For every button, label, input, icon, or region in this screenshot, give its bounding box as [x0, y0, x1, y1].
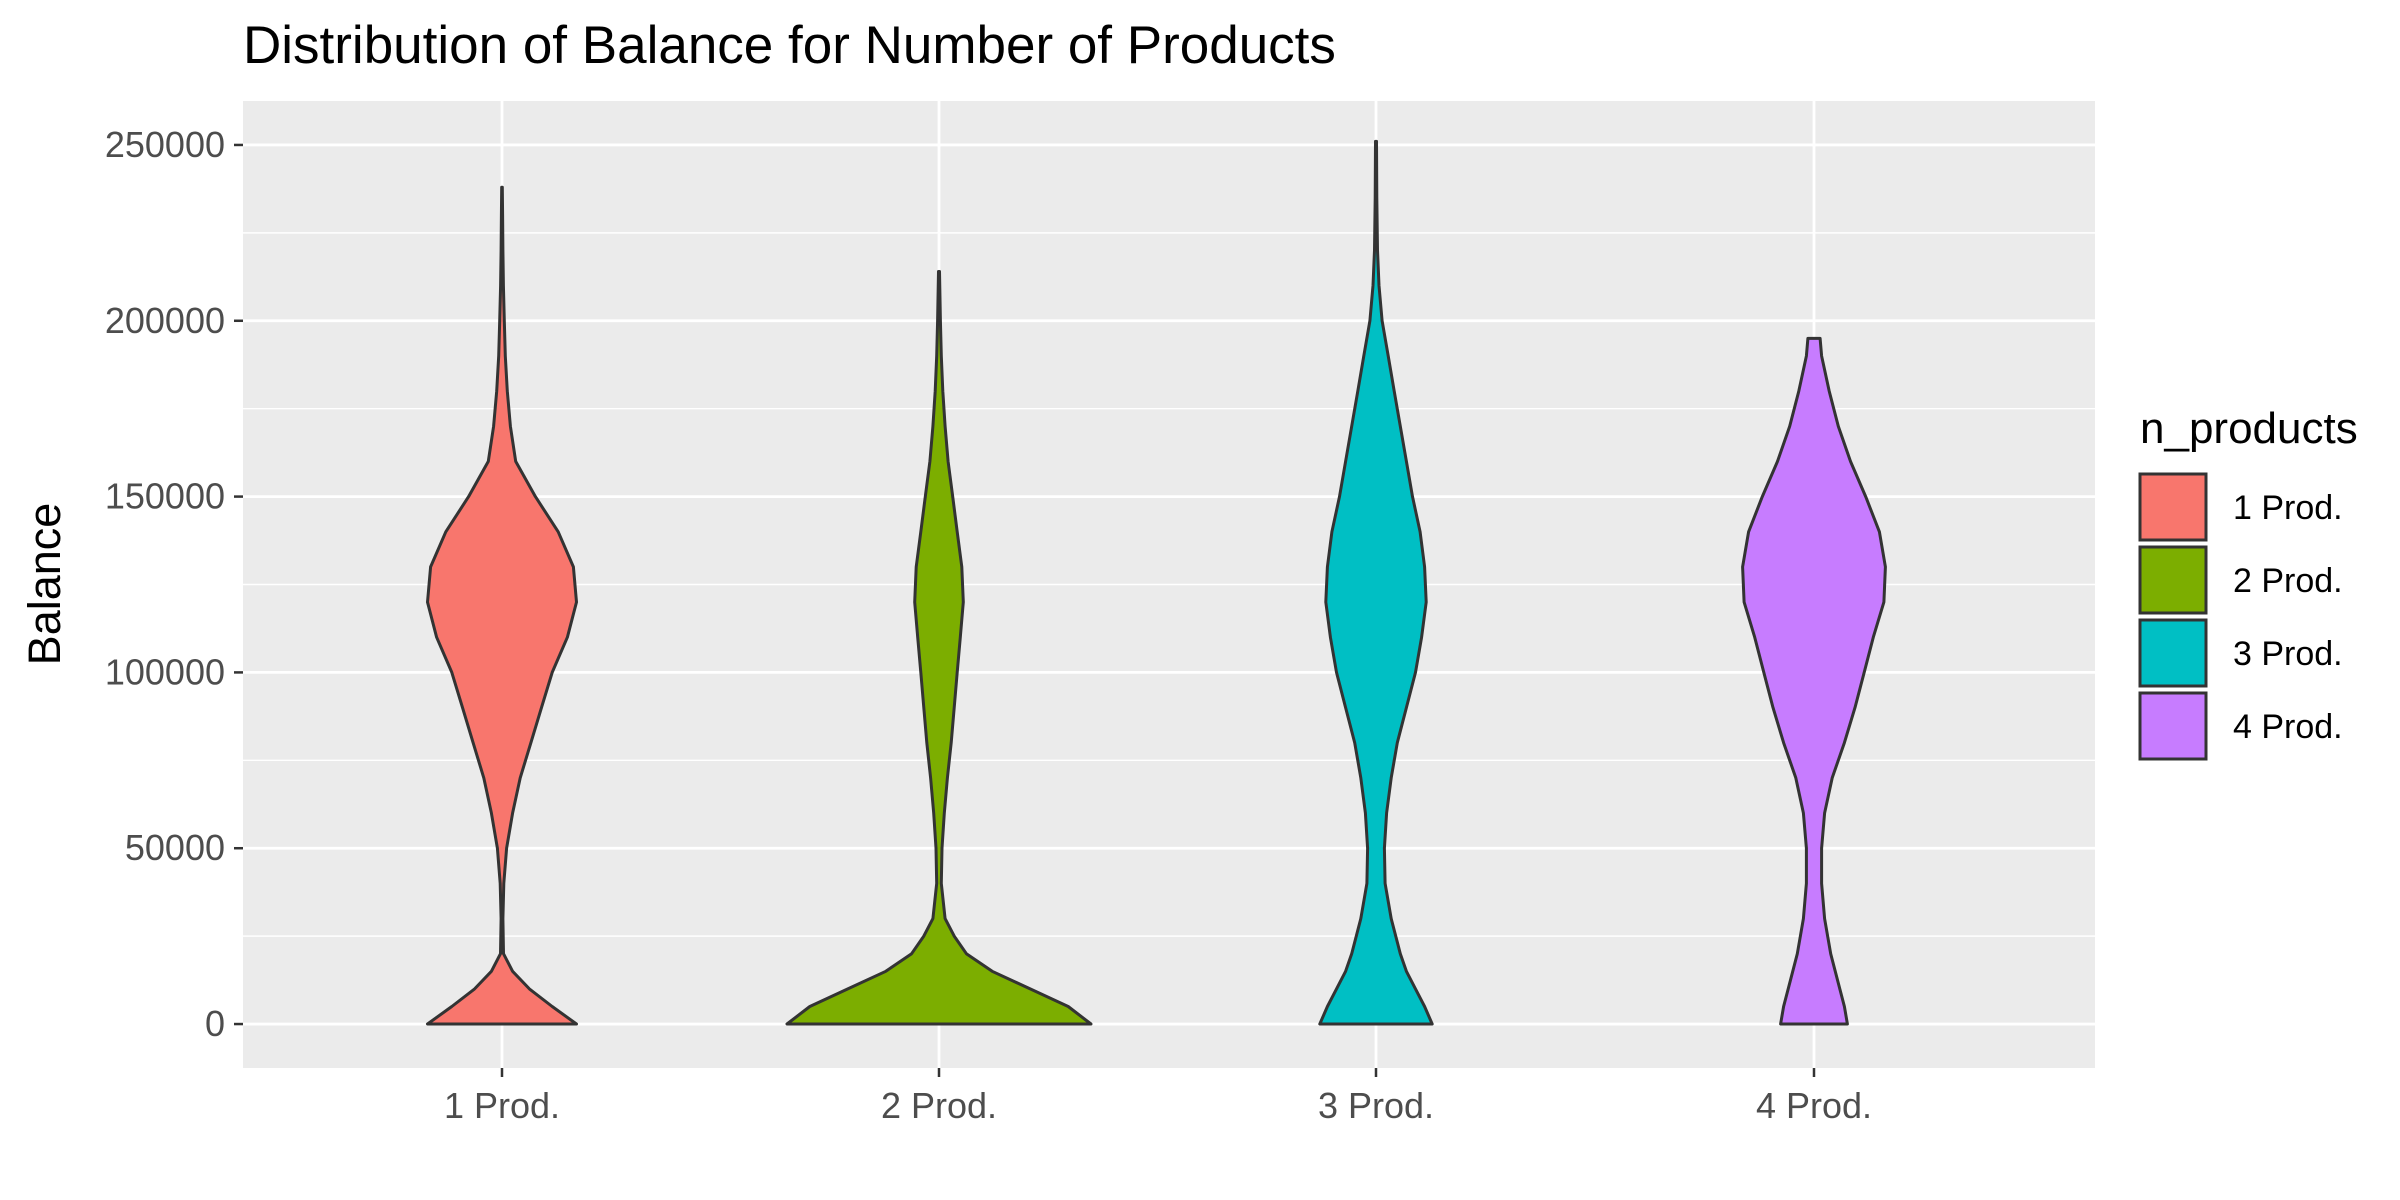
legend-items: 1 Prod. 2 Prod. 3 Prod. 4 Prod.	[2138, 472, 2343, 761]
y-axis-label: Balance	[19, 503, 70, 666]
x-axis: 1 Prod. 2 Prod. 3 Prod. 4 Prod.	[444, 1068, 1872, 1126]
legend-label-1: 1 Prod.	[2233, 489, 2343, 527]
legend-label-2: 2 Prod.	[2233, 562, 2343, 600]
legend: n_products 1 Prod. 2 Prod. 3 Prod. 4 Prod.	[2138, 404, 2358, 761]
legend-key-1	[2138, 472, 2208, 542]
legend-label-3: 3 Prod.	[2233, 635, 2343, 673]
violin-1	[426, 185, 578, 1026]
violins	[426, 139, 1887, 1026]
violin-2	[785, 270, 1093, 1026]
y-tick-label: 150000	[105, 476, 225, 517]
y-tick-label: 250000	[105, 124, 225, 165]
legend-label-4: 4 Prod.	[2233, 708, 2343, 746]
y-axis: 0 50000 100000 150000 200000 250000	[105, 124, 243, 1044]
chart-title: Distribution of Balance for Number of Pr…	[243, 16, 1336, 75]
legend-key-2	[2138, 545, 2208, 615]
x-tick-label: 4 Prod.	[1756, 1085, 1872, 1126]
x-tick-label: 3 Prod.	[1318, 1085, 1434, 1126]
y-tick-label: 50000	[125, 827, 225, 868]
x-tick-label: 1 Prod.	[444, 1085, 560, 1126]
legend-key-3	[2138, 618, 2208, 688]
y-tick-label: 100000	[105, 651, 225, 692]
y-tick-label: 0	[205, 1003, 225, 1044]
y-tick-label: 200000	[105, 300, 225, 341]
legend-title: n_products	[2140, 404, 2358, 453]
violin-3	[1318, 139, 1434, 1026]
violin-4	[1741, 336, 1887, 1026]
legend-key-4	[2138, 691, 2208, 761]
x-tick-label: 2 Prod.	[881, 1085, 997, 1126]
